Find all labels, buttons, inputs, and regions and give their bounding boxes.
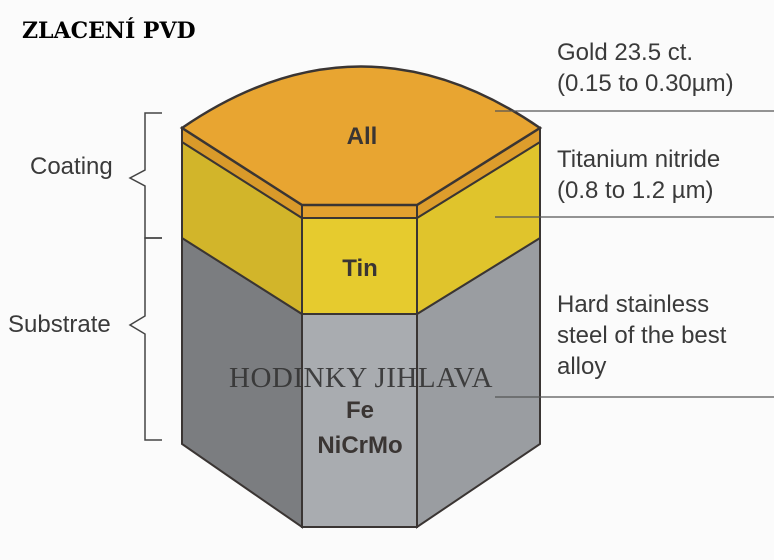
gold-description: Gold 23.5 ct. (0.15 to 0.30µm) — [557, 37, 734, 99]
steel-description: Hard stainless steel of the best alloy — [557, 289, 726, 382]
gold-desc-line2: (0.15 to 0.30µm) — [557, 70, 734, 97]
gold-inner-label: All — [347, 123, 378, 150]
substrate-bracket — [128, 237, 162, 441]
tin-description: Titanium nitride (0.8 to 1.2 µm) — [557, 144, 720, 206]
tin-inner-label: Tin — [342, 255, 378, 282]
steel-inner-label-fe: Fe — [346, 397, 374, 424]
gold-desc-line1: Gold 23.5 ct. — [557, 39, 694, 66]
page-title: ZLACENÍ PVD — [22, 18, 196, 44]
coating-bracket — [128, 112, 162, 239]
steel-desc-line3: alloy — [557, 353, 607, 380]
gold-top-face — [179, 65, 543, 207]
steel-desc-line1: Hard stainless — [557, 291, 710, 318]
substrate-label: Substrate — [8, 311, 111, 338]
tin-desc-line1: Titanium nitride — [557, 146, 721, 173]
gold-band-front — [301, 204, 418, 219]
coating-label: Coating — [30, 153, 113, 180]
tin-desc-line2: (0.8 to 1.2 µm) — [557, 177, 714, 204]
steel-desc-line2: steel of the best — [557, 322, 727, 349]
steel-inner-label-nicrmo: NiCrMo — [317, 432, 402, 459]
watermark: HODINKY JIHLAVA — [229, 362, 493, 394]
